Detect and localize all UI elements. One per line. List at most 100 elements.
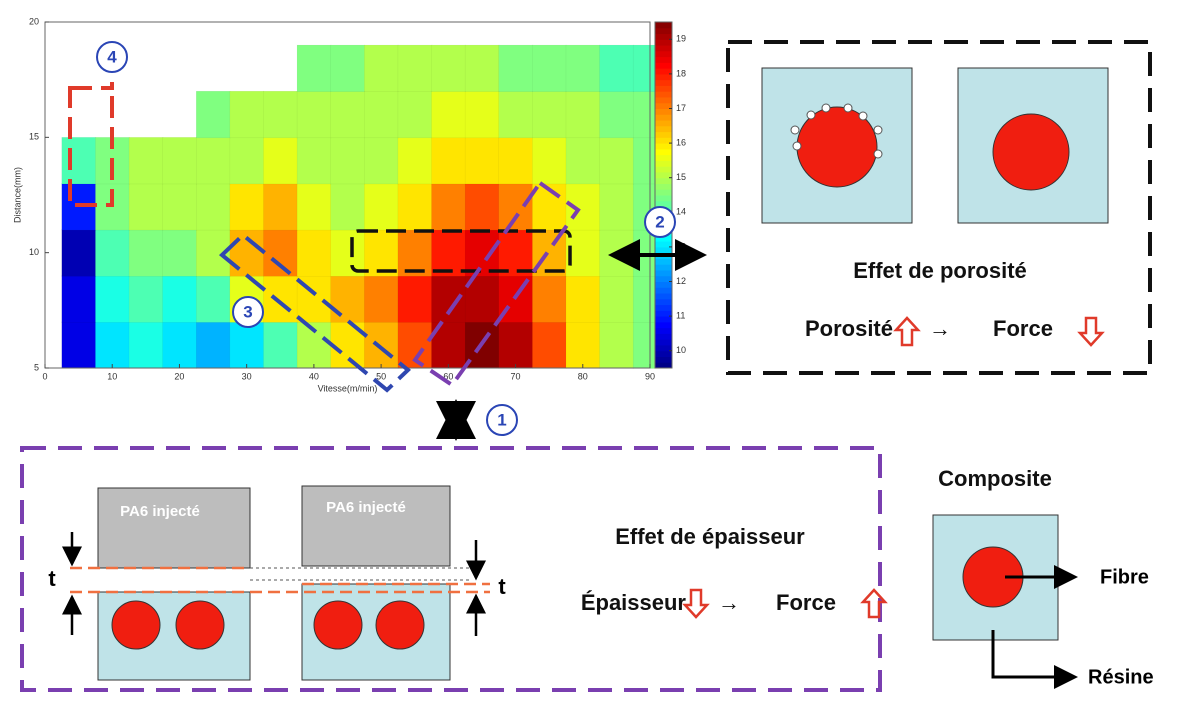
heat-cell — [599, 321, 634, 369]
colorbar-step — [655, 125, 672, 133]
colorbar-step — [655, 50, 672, 58]
heat-cell — [397, 229, 433, 277]
colorbar-step — [655, 350, 672, 357]
colorbar-step — [655, 143, 672, 150]
colorbar-tick-label: 11 — [676, 310, 685, 320]
heat-cell — [498, 229, 534, 277]
colorbar-step — [655, 269, 672, 277]
heat-cell — [128, 229, 164, 277]
heat-cell — [431, 90, 466, 139]
heat-cell — [61, 137, 97, 185]
panel-frame — [726, 40, 1152, 375]
heat-cell — [162, 229, 197, 277]
heat-cell — [532, 137, 567, 185]
heat-cell — [431, 275, 466, 323]
colorbar-step — [655, 73, 672, 81]
heat-cell — [364, 44, 399, 92]
heat-cell — [128, 321, 164, 369]
up-arrow — [860, 588, 888, 619]
heat-cell — [464, 183, 500, 231]
up-arrow — [893, 316, 921, 347]
arrow: → — [929, 316, 951, 341]
callout-1: 1 — [486, 404, 518, 436]
colorbar-step — [655, 321, 672, 329]
colorbar-step — [655, 293, 672, 300]
heat-cell — [263, 137, 298, 185]
heat-cell — [364, 321, 399, 369]
colorbar-tick-label: 16 — [676, 137, 686, 147]
heat-cell — [599, 137, 634, 185]
colorbar-step — [655, 195, 672, 202]
block-label: PA6 injecté — [326, 499, 406, 516]
colorbar-step — [655, 79, 672, 86]
colorbar-step — [655, 45, 672, 52]
panel-title: Effet de porosité — [853, 258, 1027, 283]
heat-cell — [61, 275, 97, 323]
panel-frame — [20, 446, 882, 692]
heat-cell — [229, 137, 265, 185]
colorbar-step — [655, 304, 672, 311]
heat-cell — [263, 275, 298, 323]
colorbar-step — [655, 258, 672, 265]
colorbar-frame — [654, 21, 673, 369]
colorbar-step — [655, 183, 672, 190]
colorbar-step — [655, 298, 672, 306]
heat-cell — [296, 137, 332, 185]
heat-cell — [263, 183, 298, 231]
colorbar-step — [655, 131, 672, 138]
heat-cell — [330, 137, 366, 185]
heat-cell — [128, 137, 164, 185]
colorbar-step — [655, 91, 672, 98]
heat-cell — [397, 90, 433, 139]
colorbar-step — [655, 356, 672, 363]
arrow: → — [718, 590, 740, 615]
effect: Force — [776, 590, 836, 615]
heat-cell — [229, 90, 265, 139]
colorbar-step — [655, 275, 672, 282]
colorbar-step — [655, 114, 672, 121]
colorbar-step — [655, 108, 672, 115]
heat-cell — [330, 275, 366, 323]
heat-cell — [397, 183, 433, 231]
colorbar-step — [655, 120, 672, 127]
down-arrow — [1077, 316, 1105, 347]
fiber — [992, 113, 1070, 191]
callout-2: 2 — [644, 206, 676, 238]
heat-cell — [565, 90, 601, 139]
heat-cell — [162, 321, 197, 369]
heat-cell — [196, 275, 231, 323]
colorbar-step — [655, 85, 672, 92]
block-label: PA6 injecté — [120, 503, 200, 520]
colorbar-step — [655, 96, 672, 104]
colorbar-step — [655, 166, 672, 173]
colorbar-step — [655, 154, 672, 161]
colorbar-step — [655, 171, 672, 179]
colorbar-step — [655, 235, 672, 242]
callout-3: 3 — [232, 296, 264, 328]
heat-cell — [498, 321, 534, 369]
colorbar-step — [655, 33, 672, 40]
plot-frame — [44, 21, 651, 369]
colorbar-step — [655, 344, 672, 352]
y-tick-label: 5 — [34, 362, 39, 372]
colorbar-step — [655, 56, 672, 63]
heat-cell — [263, 90, 298, 139]
heat-cell — [364, 90, 399, 139]
colorbar-step — [655, 287, 672, 294]
colorbar-step — [655, 333, 672, 340]
heat-cell — [599, 183, 634, 231]
colorbar-step — [655, 200, 672, 208]
heat-cell — [296, 44, 332, 92]
porosity-panel: Effet de porosité Porosité → Force — [726, 40, 1152, 375]
heat-cell — [196, 183, 231, 231]
colorbar-tick-label: 14 — [676, 207, 686, 217]
colorbar-step — [655, 102, 672, 109]
thickness-panel: PA6 injecté PA6 injecté t t Effet de épa… — [20, 446, 888, 692]
colorbar-tick-label: 10 — [676, 345, 686, 355]
colorbar-step — [655, 22, 672, 29]
region-4 — [68, 82, 114, 207]
cause: Épaisseur — [581, 590, 687, 615]
colorbar-step — [655, 189, 672, 196]
heat-cell — [532, 275, 567, 323]
